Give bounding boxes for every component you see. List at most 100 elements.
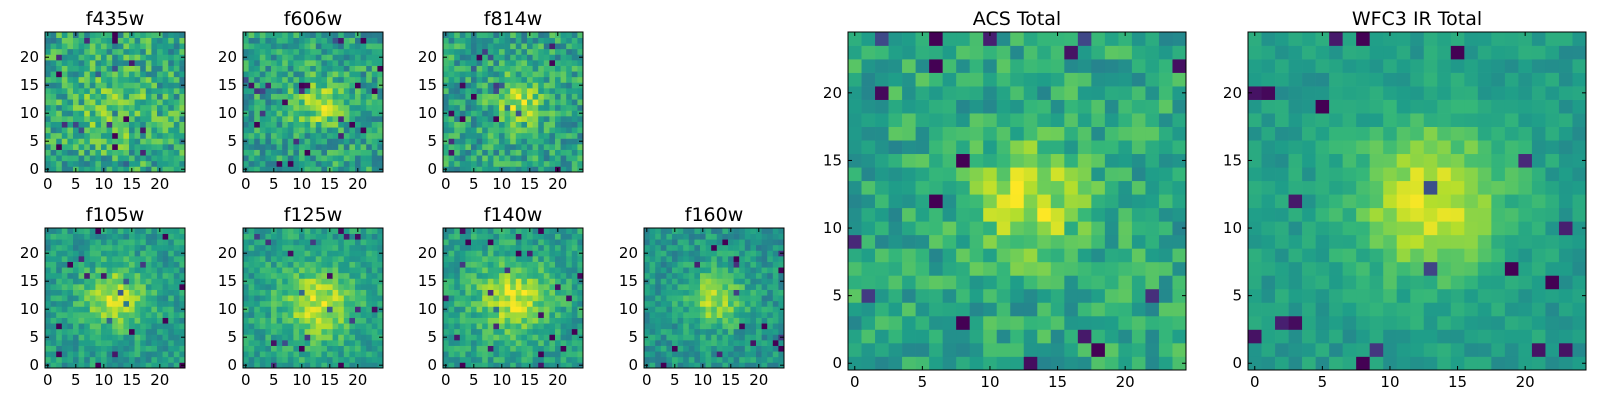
heatmap-cell [45, 317, 51, 324]
heatmap-cell [499, 155, 505, 162]
heatmap-cell [145, 65, 152, 72]
heatmap-cell [969, 234, 984, 249]
heatmap-cell [1118, 302, 1133, 317]
heatmap-cell [532, 323, 539, 330]
heatmap-cell [78, 278, 85, 285]
heatmap-cell [287, 93, 294, 100]
heatmap-cell [45, 104, 51, 111]
heatmap-cell [179, 312, 186, 318]
heatmap-cell [750, 334, 757, 341]
heatmap-cells [443, 32, 584, 173]
heatmap-cell [299, 317, 305, 324]
heatmap-cell [366, 306, 373, 313]
heatmap-cell [293, 144, 300, 150]
heatmap-cell [499, 317, 505, 324]
heatmap-cell [983, 329, 998, 344]
heatmap-cell [482, 37, 489, 44]
heatmap-cell [73, 37, 79, 44]
heatmap-cell [89, 37, 96, 44]
heatmap-cell [78, 284, 85, 290]
heatmap-cell [772, 312, 779, 318]
heatmap-cell [338, 116, 345, 122]
heatmap-cell [73, 104, 79, 111]
heatmap-cell [482, 99, 489, 106]
heatmap-cell [371, 99, 378, 106]
heatmap-cell [527, 54, 533, 61]
heatmap-cell [711, 272, 718, 279]
heatmap-cell [366, 76, 373, 83]
heatmap-cell [510, 256, 517, 262]
heatmap-cell [371, 300, 378, 307]
heatmap-cell [282, 76, 289, 83]
heatmap-cell [45, 121, 51, 128]
heatmap-cell [688, 267, 695, 274]
heatmap-cell [527, 104, 533, 111]
heatmap-cell [377, 127, 384, 134]
heatmap-cell [700, 244, 706, 251]
heatmap-cell [304, 43, 311, 50]
heatmap-cell [739, 356, 746, 363]
heatmap-cell [157, 317, 163, 324]
y-tick-label: 15 [418, 272, 437, 290]
heatmap-cell [61, 88, 68, 94]
heatmap-cell [173, 71, 180, 78]
heatmap-cell [117, 233, 124, 240]
heatmap-cell [716, 272, 723, 279]
heatmap-cell [744, 300, 751, 307]
heatmap-cell [310, 250, 317, 257]
heatmap-cell [915, 356, 930, 371]
heatmap-cell [140, 104, 147, 111]
heatmap-cell [123, 356, 130, 363]
heatmap-cell [157, 149, 163, 156]
heatmap-cell [287, 267, 294, 274]
heatmap-cell [666, 289, 673, 296]
heatmap-cell [493, 244, 500, 251]
heatmap-cell [571, 155, 578, 162]
heatmap-cell [532, 300, 539, 307]
heatmap-cell [487, 256, 494, 262]
heatmap-cell [162, 127, 169, 134]
heatmap-cell [510, 345, 517, 352]
heatmap-cell [666, 284, 673, 290]
heatmap-cell [733, 267, 740, 274]
heatmap-cell [67, 144, 74, 150]
heatmap-cell [162, 104, 169, 111]
heatmap-cell [504, 250, 511, 257]
heatmap-cell [151, 32, 158, 38]
heatmap-cell [271, 272, 277, 279]
heatmap-cell [555, 132, 561, 139]
heatmap-cell [360, 351, 367, 358]
heatmap-cell [248, 104, 255, 111]
heatmap-cell [504, 82, 511, 89]
heatmap-cell [366, 295, 373, 302]
heatmap-cell [510, 48, 517, 55]
heatmap-cell [84, 99, 91, 106]
heatmap-cell [321, 138, 328, 145]
heatmap-cell [45, 239, 51, 246]
heatmap-cell [543, 261, 550, 268]
heatmap-cell [310, 256, 317, 262]
heatmap-cell [332, 295, 339, 302]
heatmap-cell [956, 315, 971, 330]
heatmap-cell [45, 267, 51, 274]
heatmap-cell [332, 267, 339, 274]
heatmap-cell [761, 312, 768, 318]
heatmap-cell [168, 127, 175, 134]
heatmap-cell [571, 110, 578, 117]
heatmap-cell [123, 228, 130, 234]
heatmap-cell [332, 93, 339, 100]
heatmap-cell [259, 144, 266, 150]
heatmap-cell [1077, 261, 1092, 276]
heatmap-cell [471, 116, 477, 122]
heatmap-cell [276, 127, 283, 134]
heatmap-cell [84, 71, 91, 78]
heatmap-cell [355, 65, 361, 72]
heatmap-cell [355, 289, 361, 296]
heatmap-cell [168, 149, 175, 156]
heatmap-cell [510, 132, 517, 139]
heatmap-cell [168, 121, 175, 128]
heatmap-cell [248, 256, 255, 262]
heatmap-cell [254, 71, 261, 78]
heatmap-cell [487, 351, 494, 358]
heatmap-cell [89, 76, 96, 83]
